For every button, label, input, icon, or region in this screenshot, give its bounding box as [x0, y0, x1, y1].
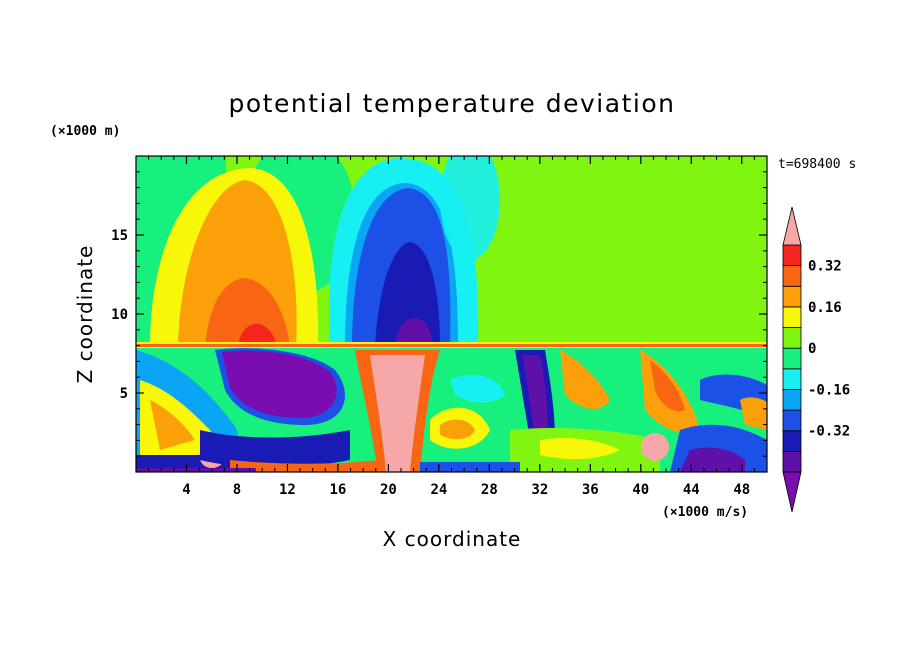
colorbar-segment	[782, 389, 802, 411]
x-tick-label: 28	[481, 482, 498, 498]
x-tick-label: 12	[279, 482, 296, 498]
x-tick-label: 24	[430, 482, 447, 498]
x-axis-label: X coordinate	[383, 527, 522, 551]
colorbar-min-extension	[782, 471, 802, 513]
colorbar-segment	[782, 368, 802, 390]
colorbar-segment	[782, 244, 802, 267]
colorbar-label: -0.32	[808, 424, 850, 440]
colorbar-segment	[782, 450, 802, 473]
y-axis: 5 10 15	[111, 171, 767, 457]
colorbar-segment	[782, 409, 802, 432]
x-axis: 4 8 12 16 20 24 28 32 36 40 44 48	[148, 156, 755, 498]
x-tick-label: 4	[182, 482, 190, 498]
y-axis-label: Z coordinate	[73, 245, 97, 384]
x-tick-label: 36	[582, 482, 599, 498]
colorbar-label: 0.32	[808, 259, 842, 275]
x-tick-label: 20	[380, 482, 397, 498]
colorbar: 0.32 0.16 0 -0.16 -0.32	[782, 206, 850, 513]
x-tick-label: 44	[683, 482, 700, 498]
colorbar-segment	[782, 306, 802, 328]
y-tick-label: 10	[111, 307, 128, 323]
colorbar-segment	[782, 265, 802, 287]
colorbar-segment	[782, 430, 802, 452]
chart-title: potential temperature deviation	[229, 89, 676, 118]
contour-field	[136, 156, 767, 472]
x-tick-label: 8	[233, 482, 241, 498]
colorbar-segment	[782, 285, 802, 308]
colorbar-segment	[782, 347, 802, 370]
colorbar-max-extension	[782, 206, 802, 246]
y-tick-label: 5	[120, 386, 128, 402]
colorbar-label: -0.16	[808, 382, 850, 398]
x-tick-label: 40	[632, 482, 649, 498]
y-unit-label: (×1000 m)	[50, 124, 120, 139]
y-tick-label: 15	[111, 228, 128, 244]
x-tick-label: 32	[531, 482, 548, 498]
colorbar-label: 0	[808, 341, 816, 357]
colorbar-label: 0.16	[808, 300, 842, 316]
x-tick-label: 16	[329, 482, 346, 498]
time-label: t=698400 s	[778, 157, 856, 172]
x-unit-label: (×1000 m/s)	[662, 505, 748, 520]
colorbar-segment	[782, 327, 802, 349]
x-tick-label: 48	[733, 482, 750, 498]
